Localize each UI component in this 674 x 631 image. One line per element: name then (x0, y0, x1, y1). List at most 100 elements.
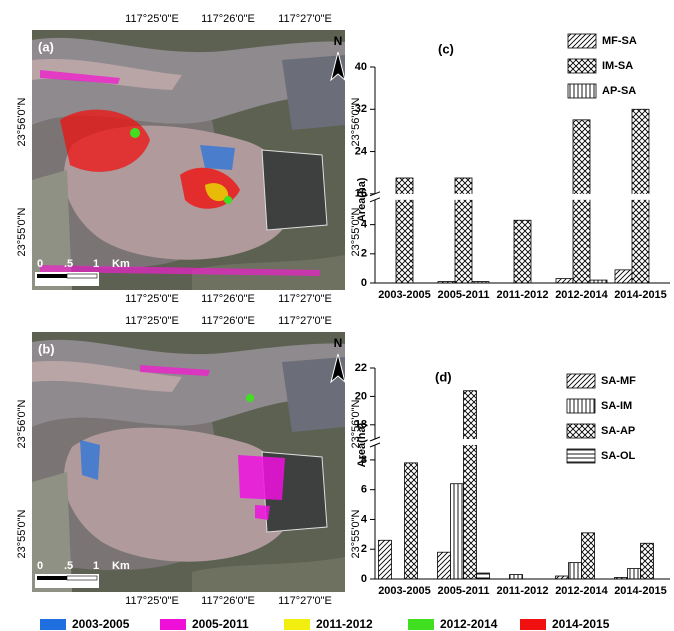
legend-swatch (568, 34, 596, 48)
x-tick-label: 2012-2014 (555, 289, 608, 301)
longitude-label: 117°25'0"E (125, 315, 179, 327)
x-tick-label: 2014-2015 (614, 289, 667, 301)
x-tick-label: 2005-2011 (438, 289, 490, 301)
y-tick-label: 20 (355, 390, 367, 402)
legend-swatch (284, 619, 310, 630)
latitude-label: 23°55'0"N (16, 509, 28, 558)
longitude-label: 117°26'0"E (201, 293, 255, 305)
figure: (a) N 117°25'0"E 117°26'0"E 117°27'0"E 117°25… (0, 0, 674, 631)
axis-break (454, 194, 473, 200)
legend-swatch (567, 374, 595, 388)
legend-swatch (567, 424, 595, 438)
page: (a) N 117°25'0"E 117°26'0"E 117°27'0"E 117°25… (0, 0, 674, 631)
bar (628, 569, 641, 579)
longitude-label: 117°25'0"E (125, 293, 179, 305)
y-tick-label: 8 (361, 454, 367, 466)
legend-label: 2005-2011 (192, 617, 249, 631)
x-tick-label: 2014-2015 (614, 585, 667, 597)
legend-swatch (160, 619, 186, 630)
legend-swatch (40, 619, 66, 630)
legend-label: SA-IM (601, 400, 632, 412)
bar (438, 552, 451, 579)
x-tick-label: 2012-2014 (555, 585, 608, 597)
y-tick-label: 18 (355, 419, 367, 431)
y-tick-label: 2 (361, 248, 367, 260)
legend-label: AP-SA (602, 85, 636, 97)
bar (569, 563, 582, 579)
y-tick-label: 4 (361, 219, 368, 231)
bar (379, 540, 392, 579)
x-tick-label: 2005-2011 (438, 585, 490, 597)
latitude-label: 23°56'0"N (16, 399, 28, 448)
legend-label: 2014-2015 (552, 617, 610, 631)
bar (451, 484, 464, 579)
bar (556, 279, 573, 283)
scale-label: Km (112, 258, 130, 270)
north-label: N (334, 34, 343, 48)
y-tick-label: 0 (361, 277, 367, 289)
legend-swatch (568, 84, 596, 98)
y-tick-label: 4 (361, 513, 368, 525)
latitude-label: 23°55'0"N (16, 207, 28, 256)
legend-label: 2012-2014 (440, 617, 498, 631)
latitude-label: 23°56'0"N (16, 97, 28, 146)
bar (641, 543, 654, 579)
x-tick-label: 2011-2012 (497, 585, 549, 597)
y-tick-label: 40 (355, 61, 367, 73)
legend-swatch (567, 449, 595, 463)
scale-label: .5 (64, 258, 73, 270)
bar (573, 120, 590, 283)
y-tick-label: 2 (361, 543, 367, 555)
longitude-label: 117°27'0"E (278, 13, 332, 25)
longitude-label: 117°27'0"E (278, 293, 332, 305)
longitude-label: 117°26'0"E (201, 13, 255, 25)
axis-break (463, 439, 478, 445)
scale-label: 1 (93, 560, 99, 572)
bar (455, 178, 472, 283)
longitude-label: 117°25'0"E (125, 595, 179, 607)
x-tick-label: 2003-2005 (378, 289, 431, 301)
axis-break (395, 194, 414, 200)
legend-label: SA-MF (601, 375, 636, 387)
bar (514, 220, 531, 283)
axis-break (631, 194, 650, 200)
scale-label: 0 (37, 258, 43, 270)
chart-title: (d) (435, 369, 452, 384)
chart-title: (c) (438, 41, 454, 56)
longitude-label: 117°27'0"E (278, 315, 332, 327)
legend-label: 2003-2005 (72, 617, 130, 631)
panel-label: (b) (38, 341, 55, 356)
bar (396, 178, 413, 283)
bar (464, 391, 477, 579)
legend-swatch (568, 59, 596, 73)
scale-label: 1 (93, 258, 99, 270)
legend-swatch (408, 619, 434, 630)
axis-break (572, 194, 591, 200)
bar (477, 573, 490, 579)
legend-label: SA-AP (601, 425, 635, 437)
y-tick-label: 32 (355, 103, 367, 115)
y-tick-label: 22 (355, 362, 367, 374)
north-label: N (334, 336, 343, 350)
legend-label: SA-OL (601, 450, 636, 462)
legend-label: 2011-2012 (316, 617, 373, 631)
y-tick-label: 16 (355, 188, 367, 200)
legend-label: MF-SA (602, 35, 637, 47)
y-tick-label: 24 (355, 145, 368, 157)
longitude-label: 117°26'0"E (201, 315, 255, 327)
axis-break (370, 437, 380, 447)
panel-label: (a) (38, 39, 54, 54)
longitude-label: 117°26'0"E (201, 595, 255, 607)
scale-label: Km (112, 560, 130, 572)
x-tick-label: 2003-2005 (378, 585, 431, 597)
legend-label: IM-SA (602, 60, 633, 72)
bar (582, 533, 595, 579)
scale-label: 0 (37, 560, 43, 572)
longitude-label: 117°25'0"E (125, 13, 179, 25)
bar (615, 270, 632, 283)
legend-swatch (567, 399, 595, 413)
bar (405, 463, 418, 579)
y-tick-label: 6 (361, 484, 367, 496)
bar (510, 575, 523, 579)
longitude-label: 117°27'0"E (278, 595, 332, 607)
